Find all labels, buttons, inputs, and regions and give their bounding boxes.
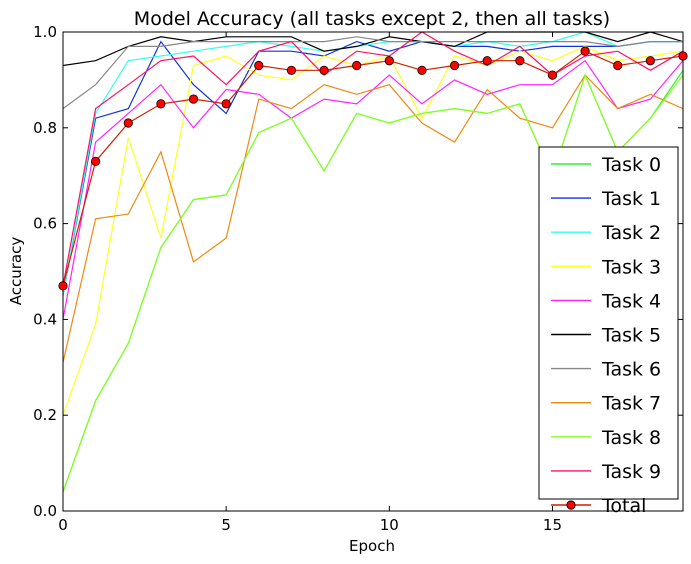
total-point xyxy=(123,118,133,128)
total-point xyxy=(580,46,590,56)
x-tick-label: 5 xyxy=(221,516,231,534)
series-line-task-2 xyxy=(63,31,683,296)
legend-item: Task 7 xyxy=(551,393,661,415)
x-axis-label: Epoch xyxy=(349,537,395,555)
total-point xyxy=(547,70,558,80)
total-point xyxy=(449,60,460,71)
series-line-task-7 xyxy=(63,74,683,363)
y-tick-label: 0.0 xyxy=(33,502,57,520)
legend-label: Total xyxy=(601,495,646,517)
y-tick-label: 0.6 xyxy=(33,215,57,233)
total-point xyxy=(515,56,525,66)
legend-label: Task 5 xyxy=(601,325,661,347)
legend-item: Task 1 xyxy=(551,188,661,210)
legend-item: Task 4 xyxy=(551,290,661,312)
plot-lines xyxy=(63,31,683,493)
x-tick-label: 0 xyxy=(58,516,68,534)
total-point xyxy=(352,60,362,71)
legend-label: Task 6 xyxy=(601,359,661,381)
series-line-task-3 xyxy=(63,45,683,416)
y-tick-label: 1.0 xyxy=(33,23,57,41)
total-point xyxy=(678,51,688,61)
legend-label: Task 0 xyxy=(601,154,661,176)
total-point xyxy=(221,99,231,109)
series-markers xyxy=(58,46,688,291)
total-point xyxy=(384,56,394,66)
total-point xyxy=(319,65,329,75)
legend-item: Task 0 xyxy=(551,154,661,176)
total-point xyxy=(58,281,68,291)
series-line-task-8 xyxy=(63,73,683,493)
y-tick-label: 0.8 xyxy=(33,119,57,137)
legend: Task 0 Task 1 Task 2 Task 3 Task 4 Task 5 Task… xyxy=(538,146,679,517)
x-tick-label: 10 xyxy=(380,516,399,534)
legend-label: Task 7 xyxy=(601,393,661,415)
legend-marker xyxy=(566,500,576,510)
legend-item: Task 9 xyxy=(551,461,661,483)
legend-item: Task 5 xyxy=(551,325,661,347)
series-line-task-1 xyxy=(63,40,683,296)
legend-item: Task 6 xyxy=(551,359,661,381)
total-point xyxy=(286,65,297,75)
legend-item: Task 2 xyxy=(551,222,661,244)
total-point xyxy=(417,65,427,75)
legend-label: Task 8 xyxy=(601,427,661,449)
y-axis-label: Accuracy xyxy=(7,237,25,306)
series-line-task-9 xyxy=(63,31,683,287)
y-tick-label: 0.4 xyxy=(33,310,57,328)
legend-label: Task 1 xyxy=(601,188,661,210)
legend-label: Task 4 xyxy=(601,290,661,312)
legend-item: Total xyxy=(551,495,646,517)
x-tick-label: 15 xyxy=(543,516,562,534)
total-point xyxy=(482,56,492,66)
legend-label: Task 3 xyxy=(601,256,661,278)
axes-frame xyxy=(62,31,684,512)
legend-box xyxy=(538,146,679,500)
total-point xyxy=(613,60,623,71)
total-point xyxy=(91,156,101,166)
total-point xyxy=(188,94,199,104)
total-point xyxy=(254,60,264,71)
total-point xyxy=(645,56,655,66)
series-line-task-6 xyxy=(63,36,683,110)
axis-ticks: 0 5 10 15 0.0 0.2 0.4 0.6 0.8 1.0 xyxy=(33,23,683,534)
legend-label: Task 2 xyxy=(601,222,661,244)
legend-label: Task 9 xyxy=(601,461,661,483)
legend-item: Task 3 xyxy=(551,256,661,278)
chart-title: Model Accuracy (all tasks except 2, then… xyxy=(134,8,610,30)
legend-item: Task 8 xyxy=(551,427,661,449)
y-tick-label: 0.2 xyxy=(33,406,57,424)
total-point xyxy=(156,99,166,109)
series-line-total xyxy=(63,50,683,287)
